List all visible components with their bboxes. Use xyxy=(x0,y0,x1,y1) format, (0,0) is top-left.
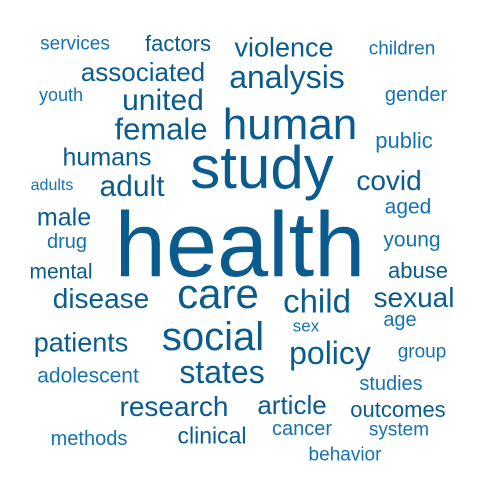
word-young: young xyxy=(383,228,441,252)
word-aged: aged xyxy=(384,195,432,219)
word-care: care xyxy=(177,270,259,317)
word-sex: sex xyxy=(292,316,320,336)
word-policy: policy xyxy=(289,335,371,371)
word-factors: factors xyxy=(144,31,212,56)
word-gender: gender xyxy=(384,84,448,106)
word-states: states xyxy=(179,354,265,390)
word-violence: violence xyxy=(234,32,334,63)
word-methods: methods xyxy=(50,428,128,450)
word-patients: patients xyxy=(33,327,129,358)
word-health: health xyxy=(114,194,366,296)
word-united: united xyxy=(122,84,204,117)
word-analysis: analysis xyxy=(229,59,345,95)
word-group: group xyxy=(397,341,447,363)
word-adolescent: adolescent xyxy=(37,364,139,388)
word-youth: youth xyxy=(38,85,84,105)
word-social: social xyxy=(161,315,265,359)
word-sexual: sexual xyxy=(373,282,455,313)
word-children: children xyxy=(368,38,436,60)
word-child: child xyxy=(283,282,351,320)
word-covid: covid xyxy=(356,165,422,196)
word-studies: studies xyxy=(359,373,423,395)
word-disease: disease xyxy=(52,283,150,314)
word-public: public xyxy=(375,128,433,153)
word-study: study xyxy=(190,134,334,201)
word-adult: adult xyxy=(99,170,165,203)
word-abuse: abuse xyxy=(388,258,448,283)
word-age: age xyxy=(383,309,417,331)
word-cancer: cancer xyxy=(271,418,333,440)
word-adults: adults xyxy=(30,177,74,194)
word-female: female xyxy=(114,111,208,147)
word-male: male xyxy=(36,203,92,232)
word-outcomes: outcomes xyxy=(350,397,446,422)
word-research: research xyxy=(119,391,229,422)
word-services: services xyxy=(40,33,110,55)
word-human: human xyxy=(222,100,358,149)
word-clinical: clinical xyxy=(177,422,247,449)
word-drug: drug xyxy=(46,231,88,253)
word-mental: mental xyxy=(29,260,93,284)
word-article: article xyxy=(257,390,327,420)
word-humans: humans xyxy=(62,143,152,172)
word-associated: associated xyxy=(80,57,206,87)
word-system: system xyxy=(368,419,430,441)
word-behavior: behavior xyxy=(308,444,382,466)
